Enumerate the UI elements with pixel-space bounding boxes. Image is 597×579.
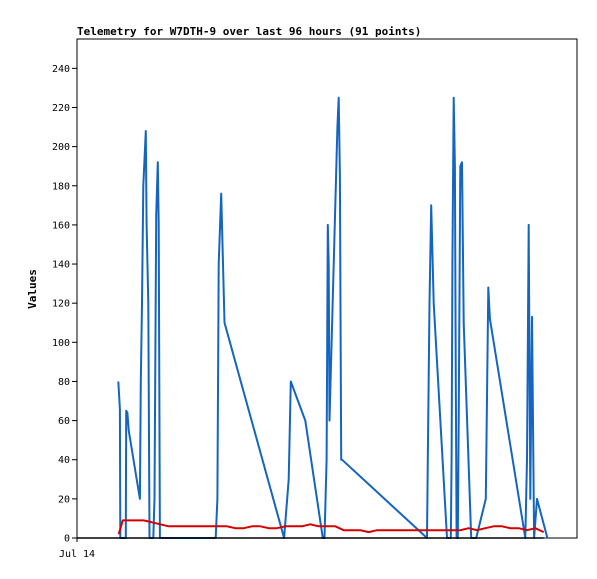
- y-tick-label: 160: [52, 220, 70, 231]
- y-tick-label: 20: [58, 494, 70, 505]
- y-tick-label: 120: [52, 299, 70, 310]
- y-tick-label: 180: [52, 181, 70, 192]
- x-tick-label: Jul 14: [59, 549, 95, 560]
- y-tick-label: 200: [52, 142, 70, 153]
- y-tick-label: 240: [52, 64, 70, 75]
- y-tick-label: 100: [52, 338, 70, 349]
- y-axis-label: Values: [26, 269, 39, 309]
- chart-title: Telemetry for W7DTH-9 over last 96 hours…: [77, 25, 421, 38]
- series-layer: [77, 96, 549, 539]
- series-red-line: [117, 519, 545, 535]
- y-tick-label: 140: [52, 260, 70, 271]
- y-tick-label: 220: [52, 103, 70, 114]
- y-tick-label: 80: [58, 377, 70, 388]
- y-tick-label: 60: [58, 416, 70, 427]
- y-tick-label: 40: [58, 455, 70, 466]
- y-axis-ticks: 0 20 40 60 80 100 120 140 160 180 200 220 240: [52, 64, 77, 545]
- y-tick-label: 0: [64, 534, 70, 545]
